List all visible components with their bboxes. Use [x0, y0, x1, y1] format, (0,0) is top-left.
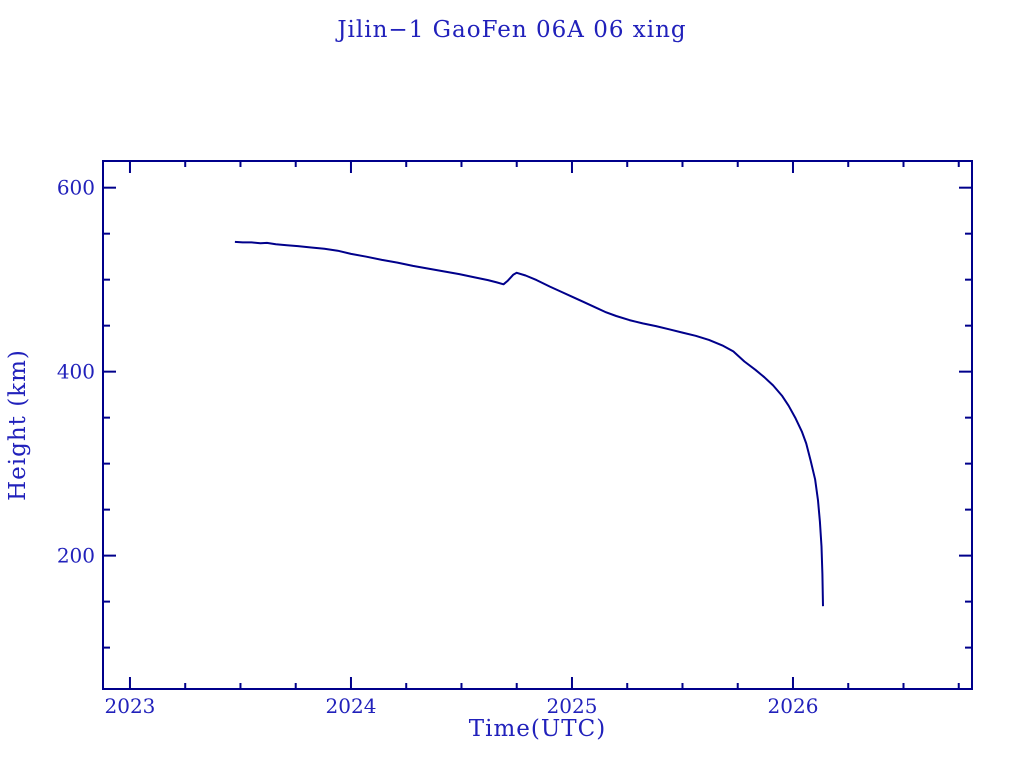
y-axis-title: Height (km) — [5, 349, 31, 501]
x-axis-title: Time(UTC) — [468, 716, 607, 742]
chart-title: Jilin−1 GaoFen 06A 06 xing — [337, 17, 687, 43]
x-tick-label: 2025 — [547, 694, 598, 718]
x-tick-label: 2023 — [105, 694, 156, 718]
y-tick-label: 400 — [57, 360, 95, 384]
data-curve-orbit-height-km — [234, 240, 824, 607]
y-tick-label: 200 — [57, 544, 95, 568]
x-tick-label: 2024 — [326, 694, 377, 718]
y-tick-label: 600 — [57, 176, 95, 200]
x-tick-label: 2026 — [768, 694, 819, 718]
plot-frame — [102, 160, 973, 690]
